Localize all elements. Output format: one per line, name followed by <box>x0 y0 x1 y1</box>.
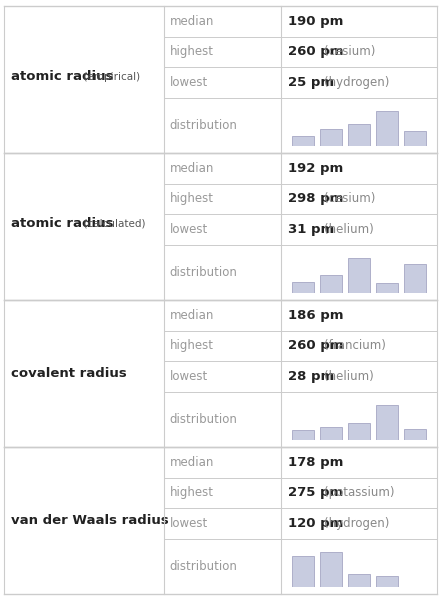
Text: atomic radius: atomic radius <box>11 70 113 83</box>
Text: (hydrogen): (hydrogen) <box>324 76 389 89</box>
Text: highest: highest <box>170 487 213 499</box>
Bar <box>404 131 426 146</box>
Text: 260 pm: 260 pm <box>288 340 343 352</box>
Bar <box>348 574 370 587</box>
Bar <box>320 427 342 440</box>
Text: (francium): (francium) <box>324 340 386 352</box>
Text: lowest: lowest <box>170 76 208 89</box>
Text: 190 pm: 190 pm <box>288 15 343 28</box>
Text: atomic radius: atomic radius <box>11 217 113 230</box>
Text: median: median <box>170 162 214 175</box>
Text: 31 pm: 31 pm <box>288 223 334 236</box>
Bar <box>376 576 398 587</box>
Bar <box>376 405 398 440</box>
Text: covalent radius: covalent radius <box>11 367 127 380</box>
Text: (cesium): (cesium) <box>324 193 375 205</box>
Text: lowest: lowest <box>170 223 208 236</box>
Text: van der Waals radius: van der Waals radius <box>11 514 169 527</box>
Text: 120 pm: 120 pm <box>288 517 343 530</box>
Bar <box>348 423 370 440</box>
Text: median: median <box>170 15 214 28</box>
Text: 178 pm: 178 pm <box>288 456 343 469</box>
Bar <box>376 111 398 146</box>
Text: (hydrogen): (hydrogen) <box>324 517 389 530</box>
Text: highest: highest <box>170 46 213 58</box>
Text: distribution: distribution <box>170 266 238 279</box>
Text: median: median <box>170 309 214 322</box>
Text: (helium): (helium) <box>324 370 374 383</box>
Bar <box>320 129 342 146</box>
Bar <box>320 275 342 293</box>
Text: distribution: distribution <box>170 119 238 132</box>
Text: (empirical): (empirical) <box>77 71 140 82</box>
Bar <box>404 429 426 440</box>
Text: median: median <box>170 456 214 469</box>
Bar <box>348 124 370 146</box>
Text: lowest: lowest <box>170 517 208 530</box>
Text: highest: highest <box>170 340 213 352</box>
Text: (potassium): (potassium) <box>324 487 394 499</box>
Bar <box>292 556 314 587</box>
Text: 28 pm: 28 pm <box>288 370 334 383</box>
Bar <box>292 282 314 293</box>
Bar <box>320 552 342 587</box>
Text: 260 pm: 260 pm <box>288 46 343 58</box>
Text: (calculated): (calculated) <box>77 218 146 229</box>
Text: distribution: distribution <box>170 560 238 573</box>
Text: 298 pm: 298 pm <box>288 193 343 205</box>
Bar <box>292 430 314 440</box>
Text: 192 pm: 192 pm <box>288 162 343 175</box>
Text: (cesium): (cesium) <box>324 46 375 58</box>
Text: distribution: distribution <box>170 413 238 426</box>
Text: 25 pm: 25 pm <box>288 76 334 89</box>
Bar <box>348 258 370 293</box>
Text: highest: highest <box>170 193 213 205</box>
Bar <box>292 136 314 146</box>
Bar <box>404 265 426 293</box>
Text: (helium): (helium) <box>324 223 374 236</box>
Bar <box>376 283 398 293</box>
Text: lowest: lowest <box>170 370 208 383</box>
Text: 275 pm: 275 pm <box>288 487 343 499</box>
Text: 186 pm: 186 pm <box>288 309 343 322</box>
